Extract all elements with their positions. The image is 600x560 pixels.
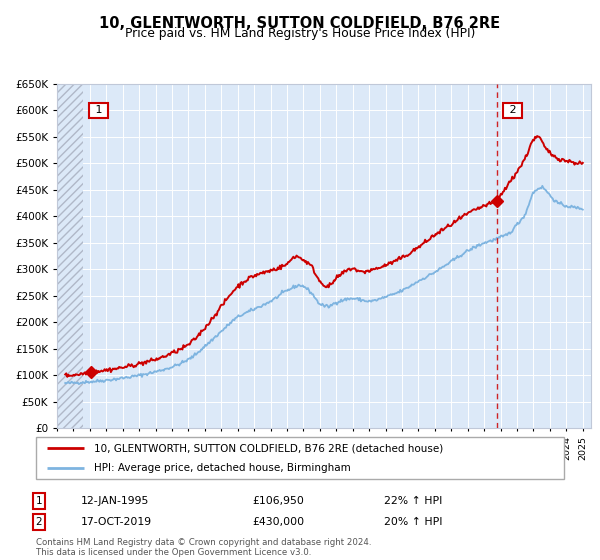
Text: £430,000: £430,000 (252, 517, 304, 527)
Text: 17-OCT-2019: 17-OCT-2019 (81, 517, 152, 527)
Bar (57, 84, 83, 428)
FancyBboxPatch shape (36, 437, 564, 479)
Text: 20% ↑ HPI: 20% ↑ HPI (384, 517, 443, 527)
Text: 10, GLENTWORTH, SUTTON COLDFIELD, B76 2RE (detached house): 10, GLENTWORTH, SUTTON COLDFIELD, B76 2R… (94, 443, 443, 453)
Text: 12-JAN-1995: 12-JAN-1995 (81, 496, 149, 506)
Text: 1: 1 (92, 105, 106, 115)
Text: 2: 2 (506, 105, 520, 115)
Text: Contains HM Land Registry data © Crown copyright and database right 2024.
This d: Contains HM Land Registry data © Crown c… (36, 538, 371, 557)
Text: £106,950: £106,950 (252, 496, 304, 506)
Text: Price paid vs. HM Land Registry's House Price Index (HPI): Price paid vs. HM Land Registry's House … (125, 27, 475, 40)
Text: 1: 1 (35, 496, 43, 506)
Text: HPI: Average price, detached house, Birmingham: HPI: Average price, detached house, Birm… (94, 463, 351, 473)
Text: 10, GLENTWORTH, SUTTON COLDFIELD, B76 2RE: 10, GLENTWORTH, SUTTON COLDFIELD, B76 2R… (100, 16, 500, 31)
Text: 2: 2 (35, 517, 43, 527)
Text: 22% ↑ HPI: 22% ↑ HPI (384, 496, 442, 506)
